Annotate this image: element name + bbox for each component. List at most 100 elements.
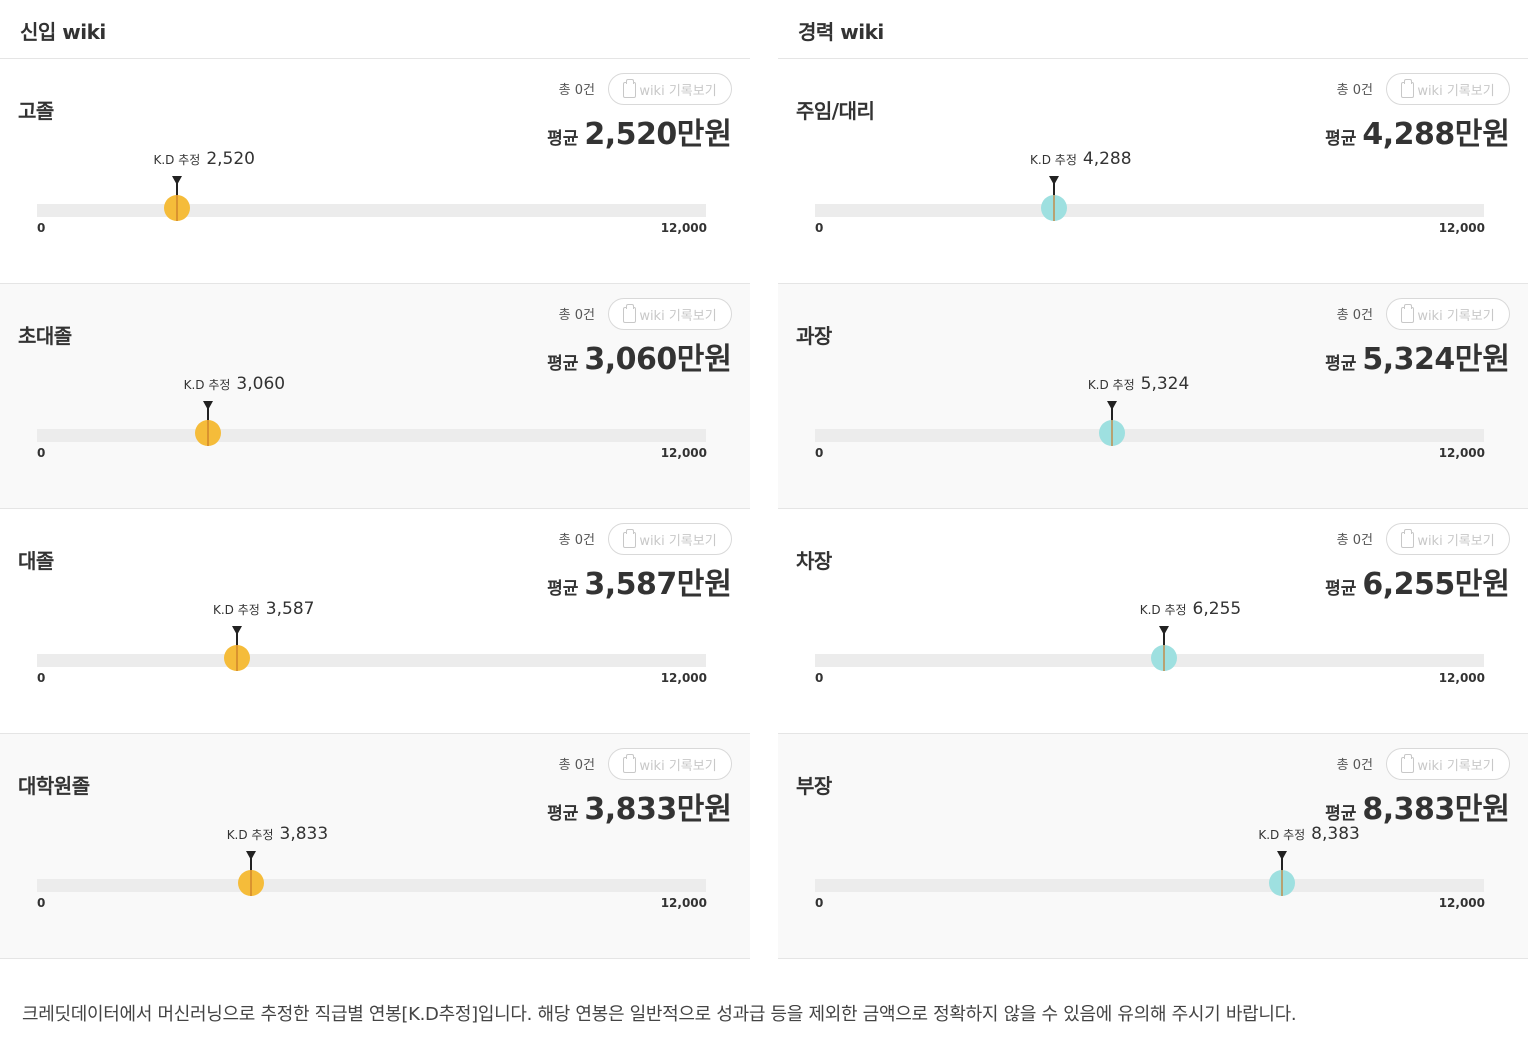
average-unit: 만원	[676, 342, 732, 377]
pin-arrow-icon	[245, 851, 256, 860]
column-header: 신입 wiki	[0, 0, 750, 59]
card-title: 대졸	[18, 549, 54, 573]
scale-min-label: 0	[815, 221, 824, 235]
clipboard-icon	[1401, 528, 1415, 548]
wiki-records-button-label: wiki 기록보기	[639, 308, 717, 324]
pin-stem	[1110, 408, 1113, 421]
salary-card: 대졸 총 0건 wiki 기록보기 평균 3,587 만원 0 12,000 K…	[0, 509, 750, 734]
average-salary: 평균 3,587 만원	[547, 559, 732, 603]
kd-estimate-tag: K.D 추정	[183, 378, 231, 392]
average-value: 3,060	[584, 342, 677, 377]
card-title: 주임/대리	[796, 99, 875, 123]
pin-stem	[176, 183, 179, 196]
wiki-records-button-label: wiki 기록보기	[1417, 83, 1495, 99]
card-title: 고졸	[18, 99, 54, 123]
wiki-records-button[interactable]: wiki 기록보기	[1386, 523, 1510, 555]
average-salary: 평균 3,833 만원	[547, 784, 732, 828]
average-label: 평균	[547, 354, 579, 374]
wiki-records-button[interactable]: wiki 기록보기	[608, 73, 732, 105]
card-title: 대학원졸	[18, 774, 90, 798]
estimate-dot-line	[235, 645, 238, 671]
average-value: 3,833	[584, 792, 677, 827]
scale-max-label: 12,000	[1438, 896, 1485, 910]
wiki-records-button[interactable]: wiki 기록보기	[608, 523, 732, 555]
average-label: 평균	[1325, 579, 1357, 599]
salary-range-track	[37, 429, 706, 442]
estimate-dot-line	[249, 870, 252, 896]
wiki-records-button[interactable]: wiki 기록보기	[1386, 73, 1510, 105]
estimate-dot-line	[1110, 420, 1113, 446]
average-salary: 평균 2,520 만원	[547, 109, 732, 153]
record-count: 총 0건	[558, 533, 595, 548]
average-salary: 평균 6,255 만원	[1325, 559, 1510, 603]
pin-stem	[1053, 183, 1056, 196]
salary-card: 부장 총 0건 wiki 기록보기 평균 8,383 만원 0 12,000 K…	[778, 734, 1528, 959]
wiki-records-button[interactable]: wiki 기록보기	[1386, 298, 1510, 330]
salary-range-track	[815, 204, 1484, 217]
wiki-records-button-label: wiki 기록보기	[1417, 758, 1495, 774]
kd-estimate-value: 8,383	[1311, 824, 1360, 844]
salary-range-track	[815, 429, 1484, 442]
salary-card: 차장 총 0건 wiki 기록보기 평균 6,255 만원 0 12,000 K…	[778, 509, 1528, 734]
scale-max-label: 12,000	[660, 221, 707, 235]
scale-min-label: 0	[37, 671, 46, 685]
kd-estimate-tag: K.D 추정	[1087, 378, 1135, 392]
average-value: 4,288	[1362, 117, 1455, 152]
kd-estimate-tag: K.D 추정	[212, 603, 260, 617]
salary-card: 대학원졸 총 0건 wiki 기록보기 평균 3,833 만원 0 12,000…	[0, 734, 750, 959]
kd-estimate-label: K.D 추정 3,587	[213, 599, 315, 619]
average-unit: 만원	[1454, 117, 1510, 152]
pin-stem	[1162, 633, 1165, 646]
kd-estimate-tag: K.D 추정	[1139, 603, 1187, 617]
wiki-records-button[interactable]: wiki 기록보기	[608, 298, 732, 330]
pin-arrow-icon	[1106, 401, 1117, 410]
pin-stem	[1281, 858, 1284, 871]
average-label: 평균	[1325, 804, 1357, 824]
kd-estimate-value: 5,324	[1140, 374, 1190, 394]
average-unit: 만원	[676, 792, 732, 827]
kd-estimate-value: 2,520	[206, 149, 255, 169]
salary-range-track	[37, 879, 706, 892]
scale-min-label: 0	[37, 446, 46, 460]
average-label: 평균	[547, 579, 579, 599]
salary-card: 고졸 총 0건 wiki 기록보기 평균 2,520 만원 0 12,000 K…	[0, 59, 750, 284]
career-wiki-column: 경력 wiki 주임/대리 총 0건 wiki 기록보기 평균 4,288 만원…	[778, 0, 1528, 959]
scale-min-label: 0	[37, 221, 46, 235]
column-header: 경력 wiki	[778, 0, 1528, 59]
clipboard-icon	[623, 753, 637, 773]
card-title: 차장	[796, 549, 832, 573]
pin-arrow-icon	[1049, 176, 1060, 185]
scale-max-label: 12,000	[1438, 446, 1485, 460]
average-label: 평균	[1325, 354, 1357, 374]
record-count: 총 0건	[558, 758, 595, 773]
average-label: 평균	[547, 129, 579, 149]
wiki-records-button-label: wiki 기록보기	[1417, 308, 1495, 324]
kd-estimate-label: K.D 추정 3,060	[184, 374, 286, 394]
salary-range-track	[815, 879, 1484, 892]
estimate-dot-line	[1281, 870, 1284, 896]
kd-estimate-label: K.D 추정 4,288	[1030, 149, 1132, 169]
salary-range-track	[815, 654, 1484, 667]
scale-min-label: 0	[815, 896, 824, 910]
salary-range-track	[37, 204, 706, 217]
record-count: 총 0건	[1336, 83, 1373, 98]
card-title: 부장	[796, 774, 832, 798]
scale-max-label: 12,000	[660, 896, 707, 910]
scale-max-label: 12,000	[1438, 221, 1485, 235]
card-title: 초대졸	[18, 324, 72, 348]
estimate-dot-line	[1162, 645, 1165, 671]
scale-min-label: 0	[815, 446, 824, 460]
clipboard-icon	[1401, 753, 1415, 773]
average-value: 2,520	[584, 117, 677, 152]
pin-arrow-icon	[231, 626, 242, 635]
average-salary: 평균 4,288 만원	[1325, 109, 1510, 153]
salary-card: 초대졸 총 0건 wiki 기록보기 평균 3,060 만원 0 12,000 …	[0, 284, 750, 509]
average-unit: 만원	[1454, 792, 1510, 827]
column-title: 경력 wiki	[798, 20, 884, 44]
kd-estimate-label: K.D 추정 6,255	[1140, 599, 1242, 619]
wiki-records-button[interactable]: wiki 기록보기	[608, 748, 732, 780]
scale-max-label: 12,000	[660, 446, 707, 460]
kd-estimate-value: 3,587	[265, 599, 315, 619]
kd-estimate-value: 6,255	[1192, 599, 1242, 619]
wiki-records-button[interactable]: wiki 기록보기	[1386, 748, 1510, 780]
